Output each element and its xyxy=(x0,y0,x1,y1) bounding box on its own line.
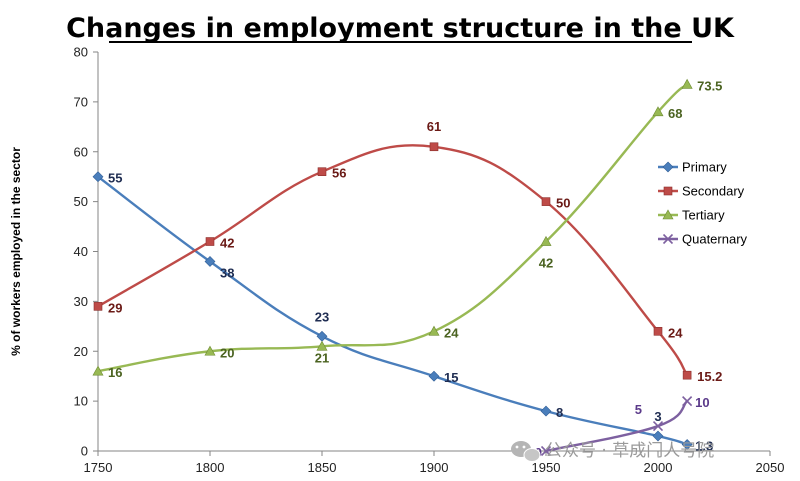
legend-tertiary-marker xyxy=(662,209,674,220)
y-tick-label: 70 xyxy=(74,94,88,109)
primary-data-label: 3 xyxy=(654,409,661,424)
data-labels: 55 38 23 15 8 3 1.3 29 42 56 61 50 24 15.2 16 20 21 24 42 6… xyxy=(108,78,722,460)
tertiary-marker xyxy=(540,235,552,246)
legend-secondary-marker xyxy=(663,186,673,196)
secondary-marker xyxy=(429,142,439,152)
x-tick-label: 1950 xyxy=(532,460,561,475)
y-tick-label: 20 xyxy=(74,344,88,359)
y-tick-label: 50 xyxy=(74,194,88,209)
legend-tertiary-label: Tertiary xyxy=(682,208,725,223)
secondary-data-label: 42 xyxy=(220,236,234,251)
x-tick-label: 2000 xyxy=(644,460,673,475)
primary-marker xyxy=(316,330,328,342)
secondary-data-label: 24 xyxy=(668,325,683,340)
secondary-marker xyxy=(317,167,327,176)
secondary-marker xyxy=(682,370,692,380)
secondary-data-label: 61 xyxy=(427,119,441,134)
primary-marker xyxy=(204,256,216,267)
x-tick-label: 2050 xyxy=(756,460,785,475)
legend-primary-label: Primary xyxy=(682,160,727,175)
tertiary-marker xyxy=(428,325,440,336)
y-axis-label: % of workers employed in the sector xyxy=(9,147,23,356)
tertiary-marker xyxy=(652,106,664,117)
primary-data-label: 15 xyxy=(444,370,458,385)
tertiary-marker xyxy=(316,340,328,351)
tertiary-marker xyxy=(92,365,104,376)
watermark-text: 公众号 · 草成门人号院 xyxy=(545,441,714,461)
primary-data-label: 38 xyxy=(220,265,234,280)
y-tick-label: 10 xyxy=(74,394,88,409)
y-tick-label: 80 xyxy=(74,45,88,60)
quaternary-marker xyxy=(682,396,693,407)
primary-marker xyxy=(540,405,552,417)
x-tick-label: 1750 xyxy=(84,460,113,475)
primary-data-label: 8 xyxy=(556,405,563,420)
tertiary-marker xyxy=(681,78,693,89)
primary-marker xyxy=(681,439,693,450)
quaternary-data-label: 5 xyxy=(635,402,642,417)
legend-primary-marker xyxy=(662,161,674,173)
primary-data-label: 23 xyxy=(315,309,329,324)
x-tick-label: 1850 xyxy=(308,460,337,475)
secondary-marker xyxy=(205,237,215,246)
quaternary-data-label: 10 xyxy=(695,395,709,410)
axes: 0 10 20 30 40 50 60 70 80 1750 1800 1850 1900 1950 200… xyxy=(74,45,785,476)
quaternary-marker xyxy=(540,445,552,457)
secondary-data-label: 29 xyxy=(108,300,122,315)
tertiary-data-label: 16 xyxy=(108,365,122,380)
y-tick-label: 30 xyxy=(74,294,88,309)
secondary-marker xyxy=(93,302,103,311)
tertiary-data-label: 21 xyxy=(315,350,329,365)
series-lines xyxy=(96,83,689,453)
tertiary-data-label: 73.5 xyxy=(697,78,722,93)
quaternary-line xyxy=(544,399,689,453)
primary-marker xyxy=(652,430,664,442)
y-tick-label: 60 xyxy=(74,144,88,159)
secondary-marker xyxy=(541,197,551,206)
secondary-data-label: 56 xyxy=(332,166,346,181)
tertiary-data-label: 20 xyxy=(220,345,234,360)
y-tick-label: 40 xyxy=(74,244,88,259)
y-tick-label: 0 xyxy=(81,444,88,459)
primary-data-label: 1.3 xyxy=(695,439,713,454)
primary-line xyxy=(96,175,689,446)
tertiary-line xyxy=(96,83,689,373)
secondary-data-label: 15.2 xyxy=(697,369,722,384)
chart-title: Changes in employment structure in the U… xyxy=(66,13,735,44)
primary-marker xyxy=(428,370,440,382)
secondary-line xyxy=(96,144,689,377)
primary-marker xyxy=(92,171,104,183)
wechat-icon xyxy=(511,441,541,462)
legend: Primary Secondary Tertiary Quaternary xyxy=(658,160,748,247)
watermark: 公众号 · 草成门人号院 xyxy=(511,441,714,462)
x-tick-label: 1800 xyxy=(196,460,225,475)
tertiary-data-label: 68 xyxy=(668,106,682,121)
secondary-marker xyxy=(653,326,663,336)
tertiary-marker xyxy=(204,345,216,356)
secondary-data-label: 50 xyxy=(556,196,570,211)
quaternary-marker xyxy=(652,420,664,432)
primary-data-label: 55 xyxy=(108,171,122,186)
x-tick-label: 1900 xyxy=(420,460,449,475)
tertiary-data-label: 42 xyxy=(539,256,553,271)
tertiary-data-label: 24 xyxy=(444,325,459,340)
series-markers xyxy=(92,78,693,457)
legend-secondary-label: Secondary xyxy=(682,184,745,199)
legend-quaternary-marker xyxy=(662,233,674,245)
legend-quaternary-label: Quaternary xyxy=(682,232,748,247)
